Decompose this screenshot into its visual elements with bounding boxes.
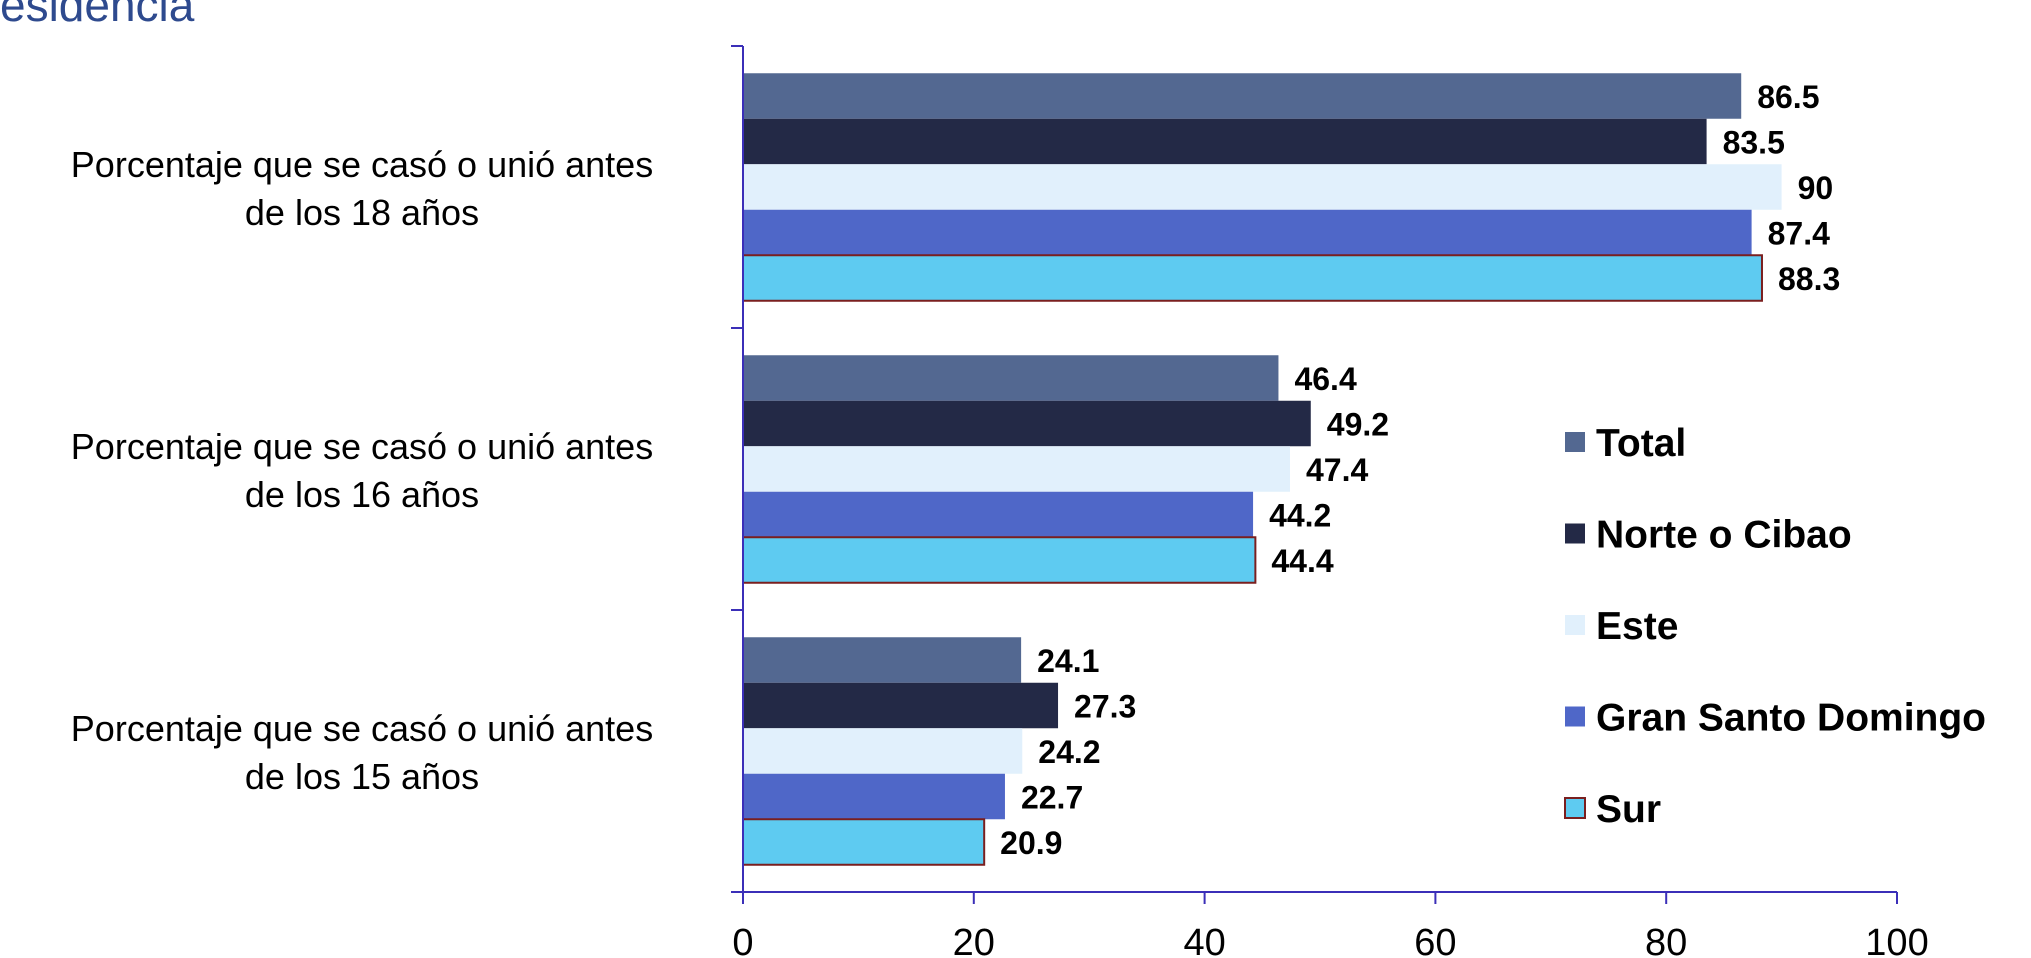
bar-este-0	[743, 164, 1782, 210]
category-label-line: de los 15 años	[245, 756, 479, 797]
bar-norte-o-cibao-0	[743, 118, 1707, 165]
legend-label: Norte o Cibao	[1596, 514, 1852, 557]
x-tick-label: 80	[1645, 922, 1687, 958]
bar-norte-o-cibao-1	[743, 400, 1311, 447]
bar-gran-santo-domingo-1	[743, 491, 1254, 538]
bar-este-1	[743, 446, 1290, 492]
bar-norte-o-cibao-2	[743, 682, 1059, 729]
data-label: 44.2	[1269, 498, 1331, 534]
legend-label: Sur	[1596, 788, 1661, 831]
x-tick-label: 40	[1183, 922, 1225, 958]
bar-sur-0	[742, 254, 1763, 302]
data-label: 44.4	[1271, 543, 1333, 579]
category-label: Porcentaje que se casó o unió antes de lo…	[71, 708, 653, 797]
data-label: 20.9	[1000, 825, 1062, 861]
legend-label: Total	[1596, 422, 1686, 465]
category-label: Porcentaje que se casó o unió antes de lo…	[71, 426, 653, 515]
data-label: 49.2	[1327, 407, 1389, 443]
legend-swatch	[1565, 615, 1585, 635]
data-label: 22.7	[1021, 780, 1083, 816]
data-label: 24.1	[1037, 643, 1099, 679]
legend-swatch	[1564, 797, 1586, 819]
x-tick-label: 60	[1414, 922, 1456, 958]
legend-swatch	[1565, 523, 1585, 544]
data-label: 86.5	[1757, 79, 1819, 115]
category-label: Porcentaje que se casó o unió antes de lo…	[71, 144, 653, 233]
x-tick-label: 100	[1865, 922, 1928, 958]
category-label-line: Porcentaje que se casó o unió antes	[71, 426, 653, 467]
x-tick-label: 20	[953, 922, 995, 958]
bar-sur-2	[742, 818, 986, 866]
chart-title: esidencia	[0, 0, 195, 31]
category-label-line: Porcentaje que se casó o unió antes	[71, 708, 653, 749]
legend-swatch	[1565, 706, 1585, 727]
category-label-line: de los 18 años	[245, 192, 479, 233]
legend-swatch	[1565, 432, 1585, 452]
data-label: 24.2	[1038, 734, 1100, 770]
bar-este-2	[743, 728, 1023, 774]
data-label: 46.4	[1294, 361, 1356, 397]
data-label: 83.5	[1723, 125, 1785, 161]
category-label-line: de los 16 años	[245, 474, 479, 515]
legend-label: Este	[1596, 605, 1678, 648]
data-label: 88.3	[1778, 261, 1840, 297]
data-label: 47.4	[1306, 452, 1368, 488]
bar-total-2	[743, 637, 1022, 683]
x-tick-label: 0	[732, 922, 753, 958]
bar-gran-santo-domingo-0	[743, 209, 1752, 256]
data-label: 87.4	[1768, 216, 1830, 252]
bar-gran-santo-domingo-2	[743, 773, 1005, 820]
bar-total-1	[743, 355, 1279, 401]
bar-total-0	[743, 73, 1742, 119]
data-label: 90	[1798, 170, 1834, 206]
legend-label: Gran Santo Domingo	[1596, 697, 1986, 740]
category-label-line: Porcentaje que se casó o unió antes	[71, 144, 653, 185]
data-label: 27.3	[1074, 689, 1136, 725]
bar-sur-1	[742, 536, 1257, 584]
